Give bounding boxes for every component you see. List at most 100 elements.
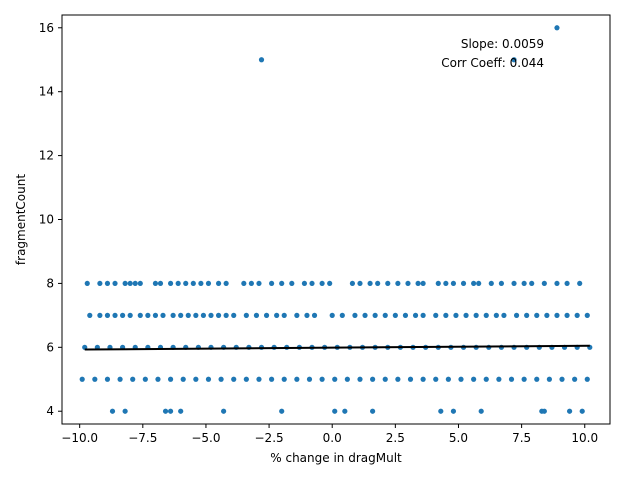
data-point — [294, 312, 300, 318]
data-point — [137, 312, 143, 318]
data-point — [579, 408, 585, 414]
data-points — [79, 25, 593, 414]
data-point — [402, 312, 409, 318]
data-point — [544, 312, 550, 318]
data-point — [157, 280, 164, 287]
data-point — [231, 312, 237, 318]
x-tick-label: 7.5 — [512, 431, 531, 445]
y-tick-label: 12 — [39, 149, 54, 163]
data-point — [473, 312, 479, 318]
data-point — [577, 280, 583, 287]
data-point — [524, 312, 530, 318]
y-tick-label: 16 — [39, 21, 54, 35]
data-point — [521, 376, 527, 382]
data-point — [256, 376, 262, 382]
data-point — [243, 376, 249, 382]
x-tick-label: 10.0 — [571, 431, 598, 445]
data-point — [180, 376, 186, 382]
data-point — [152, 280, 159, 287]
x-tick-label: 0.0 — [323, 431, 342, 445]
data-point — [438, 408, 444, 414]
data-point — [162, 408, 169, 414]
data-point — [493, 312, 499, 318]
data-point — [218, 376, 224, 382]
data-point — [332, 376, 338, 382]
data-point — [117, 376, 123, 382]
data-point — [269, 376, 275, 382]
data-point — [241, 280, 247, 287]
data-point — [435, 280, 441, 287]
data-point — [559, 376, 565, 382]
data-point — [329, 312, 335, 318]
data-point — [534, 312, 540, 318]
x-tick-label: 5.0 — [449, 431, 468, 445]
data-point — [349, 280, 356, 287]
data-point — [367, 280, 373, 287]
data-point — [175, 280, 181, 287]
data-point — [554, 25, 560, 31]
data-point — [193, 312, 199, 318]
data-point — [205, 376, 212, 382]
data-point — [122, 280, 128, 287]
data-point — [488, 280, 494, 287]
data-point — [564, 312, 570, 318]
data-point — [127, 280, 133, 287]
y-tick-label: 4 — [46, 404, 54, 418]
data-point — [433, 312, 439, 318]
y-tick-label: 8 — [46, 276, 54, 290]
data-point — [327, 280, 333, 287]
data-point — [392, 312, 398, 318]
data-point — [185, 312, 191, 318]
data-point — [231, 376, 237, 382]
data-point — [167, 408, 174, 414]
x-tick-label: −10.0 — [61, 431, 98, 445]
data-point — [289, 280, 295, 287]
data-point — [511, 280, 517, 287]
data-point — [200, 312, 207, 318]
data-point — [248, 280, 255, 287]
x-axis-label: % change in dragMult — [270, 451, 402, 465]
data-point — [274, 312, 280, 318]
regression-line — [84, 344, 590, 351]
data-point — [460, 280, 467, 287]
data-point — [132, 280, 138, 287]
y-tick-label: 14 — [39, 85, 54, 99]
data-point — [362, 312, 368, 318]
data-point — [215, 312, 222, 318]
data-point — [84, 280, 90, 287]
data-point — [319, 280, 325, 287]
x-axis-ticks: −10.0 −7.5 −5.0 −2.5 0.0 2.5 5.0 7.5 10.0 — [61, 424, 598, 445]
data-point — [375, 280, 381, 287]
data-point — [483, 312, 489, 318]
y-axis-label: fragmentCount — [14, 174, 28, 265]
data-point — [97, 312, 103, 318]
data-point — [529, 280, 535, 287]
data-point — [145, 312, 151, 318]
data-point — [304, 312, 310, 318]
data-point — [584, 376, 590, 382]
data-point — [496, 376, 502, 382]
data-point — [534, 376, 540, 382]
data-point — [443, 280, 449, 287]
data-point — [208, 312, 214, 318]
data-point — [127, 312, 133, 318]
data-point — [443, 312, 449, 318]
data-point — [382, 376, 388, 382]
data-point — [112, 312, 118, 318]
data-point — [450, 280, 457, 287]
data-point — [554, 312, 560, 318]
data-point — [342, 408, 348, 414]
x-tick-label: −5.0 — [191, 431, 220, 445]
data-point — [87, 312, 93, 318]
data-point — [546, 376, 552, 382]
data-point — [385, 280, 391, 287]
data-point — [155, 376, 161, 382]
data-point — [453, 312, 459, 318]
data-point — [476, 280, 482, 287]
data-point — [104, 312, 111, 318]
data-point — [152, 312, 159, 318]
data-point — [508, 376, 515, 382]
data-point — [104, 376, 111, 382]
data-point — [319, 376, 325, 382]
